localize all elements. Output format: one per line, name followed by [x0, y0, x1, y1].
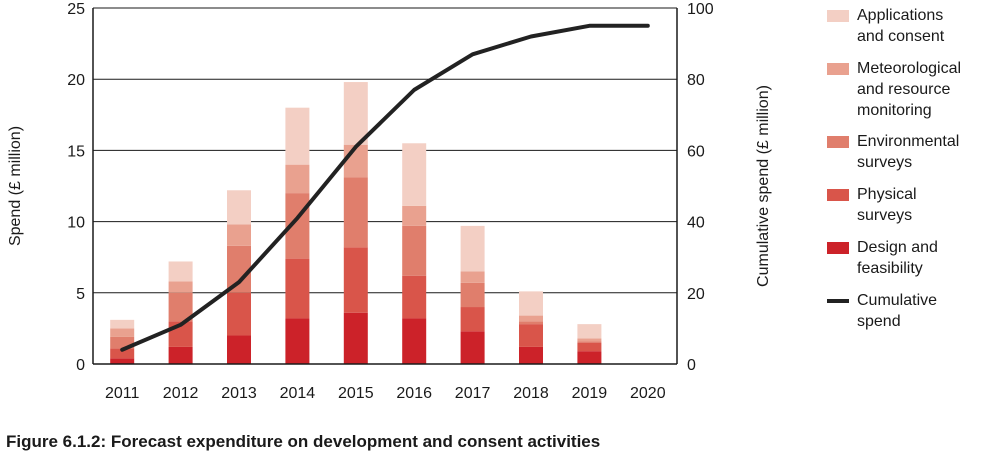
- x-tick-label: 2011: [105, 385, 140, 402]
- bar-2018-series-3: [519, 315, 543, 322]
- legend-swatch: [827, 189, 849, 201]
- bar-2017-series-1: [460, 307, 485, 332]
- bar-2013-series-0: [227, 335, 251, 364]
- y-tick-label: 10: [67, 215, 85, 232]
- bar-2018-series-4: [519, 291, 543, 316]
- cumulative-line: [120, 23, 650, 352]
- x-tick-label: 2013: [221, 385, 257, 402]
- bar-2016-series-4: [402, 143, 427, 206]
- y2-tick-label: 40: [687, 215, 705, 232]
- bar-2018-series-1: [519, 324, 543, 347]
- y2-tick-label: 20: [687, 286, 705, 303]
- bar-2011-series-2: [110, 336, 135, 349]
- bar-2013-series-2: [227, 245, 251, 293]
- bar-2013-series-3: [227, 224, 251, 246]
- y2-axis-title: Cumulative spend (£ million): [755, 85, 772, 287]
- legend-label: Meteorological: [857, 60, 961, 77]
- bar-2014-series-3: [285, 164, 310, 194]
- figure-caption: Figure 6.1.2: Forecast expenditure on de…: [6, 432, 601, 451]
- x-tick-label: 2014: [280, 385, 316, 402]
- bar-2016-series-1: [402, 275, 427, 319]
- legend-label: Design and: [857, 239, 938, 256]
- y2-tick-label: 0: [687, 357, 696, 374]
- legend-label: and consent: [857, 28, 945, 45]
- bar-2015-series-0: [343, 312, 368, 364]
- y-tick-label: 20: [67, 72, 85, 89]
- bar-2014-series-4: [285, 107, 310, 165]
- x-tick-label: 2018: [513, 385, 549, 402]
- chart: 0 5 10 15 20 25 0 20 40 60 80 100 2011 2012 2013 2014 20…: [7, 1, 961, 402]
- bar-2018-series-0: [519, 346, 543, 364]
- bar-2013-series-1: [227, 292, 251, 336]
- legend-swatch: [827, 242, 849, 254]
- legend-label: surveys: [857, 154, 912, 171]
- legend-label: Environmental: [857, 133, 959, 150]
- bar-2016-series-2: [402, 225, 427, 276]
- bar-2012-series-3: [168, 281, 193, 293]
- bar-2015-series-3: [343, 144, 368, 178]
- bar-2017-series-2: [460, 282, 485, 308]
- bar-2014-series-1: [285, 258, 310, 319]
- x-tick-label: 2020: [630, 385, 666, 402]
- y-axis-title: Spend (£ million): [7, 126, 24, 246]
- bar-2014-series-0: [285, 318, 310, 364]
- bar-2019-series-4: [577, 324, 602, 339]
- legend-swatch: [827, 10, 849, 22]
- y-tick-label: 5: [76, 286, 85, 303]
- legend-label: feasibility: [857, 260, 923, 277]
- bar-2015-series-4: [343, 82, 368, 145]
- bar-2017-series-4: [460, 225, 485, 272]
- legend-label: Cumulative: [857, 292, 937, 309]
- x-tick-label: 2019: [572, 385, 608, 402]
- bar-2016-series-0: [402, 318, 427, 364]
- x-tick-label: 2017: [455, 385, 491, 402]
- legend-label: and resource: [857, 81, 950, 98]
- bar-2015-series-1: [343, 247, 368, 313]
- legend-label: Applications: [857, 7, 943, 24]
- x-tick-label: 2012: [163, 385, 199, 402]
- bar-2012-series-4: [168, 261, 193, 282]
- bar-2011-series-3: [110, 328, 135, 337]
- legend-swatch: [827, 136, 849, 148]
- bar-2019-series-0: [577, 351, 602, 364]
- y-tick-label: 15: [67, 143, 85, 160]
- bar-2019-series-2: [577, 341, 602, 343]
- bar-2016-series-3: [402, 205, 427, 226]
- legend-label: spend: [857, 313, 901, 330]
- bar-2019-series-1: [577, 342, 602, 352]
- legend-label: surveys: [857, 207, 912, 224]
- bar-2018-series-2: [519, 321, 543, 325]
- x-tick-label: 2016: [396, 385, 432, 402]
- bar-2017-series-0: [460, 331, 485, 364]
- y-tick-label: 0: [76, 357, 85, 374]
- y2-tick-label: 100: [687, 1, 714, 18]
- y2-tick-label: 60: [687, 143, 705, 160]
- y2-tick-label: 80: [687, 72, 705, 89]
- x-tick-label: 2015: [338, 385, 374, 402]
- bar-2012-series-0: [168, 346, 193, 364]
- bar-2013-series-4: [227, 190, 251, 225]
- bar-2011-series-4: [110, 319, 135, 329]
- bar-2011-series-0: [110, 358, 135, 364]
- bar-2011-series-1: [110, 348, 135, 359]
- bar-2017-series-3: [460, 271, 485, 283]
- bar-2019-series-3: [577, 338, 602, 342]
- y-tick-label: 25: [67, 1, 85, 18]
- legend-swatch: [827, 63, 849, 75]
- bar-2015-series-2: [343, 177, 368, 248]
- legend-label: monitoring: [857, 102, 932, 119]
- legend-label: Physical: [857, 186, 917, 203]
